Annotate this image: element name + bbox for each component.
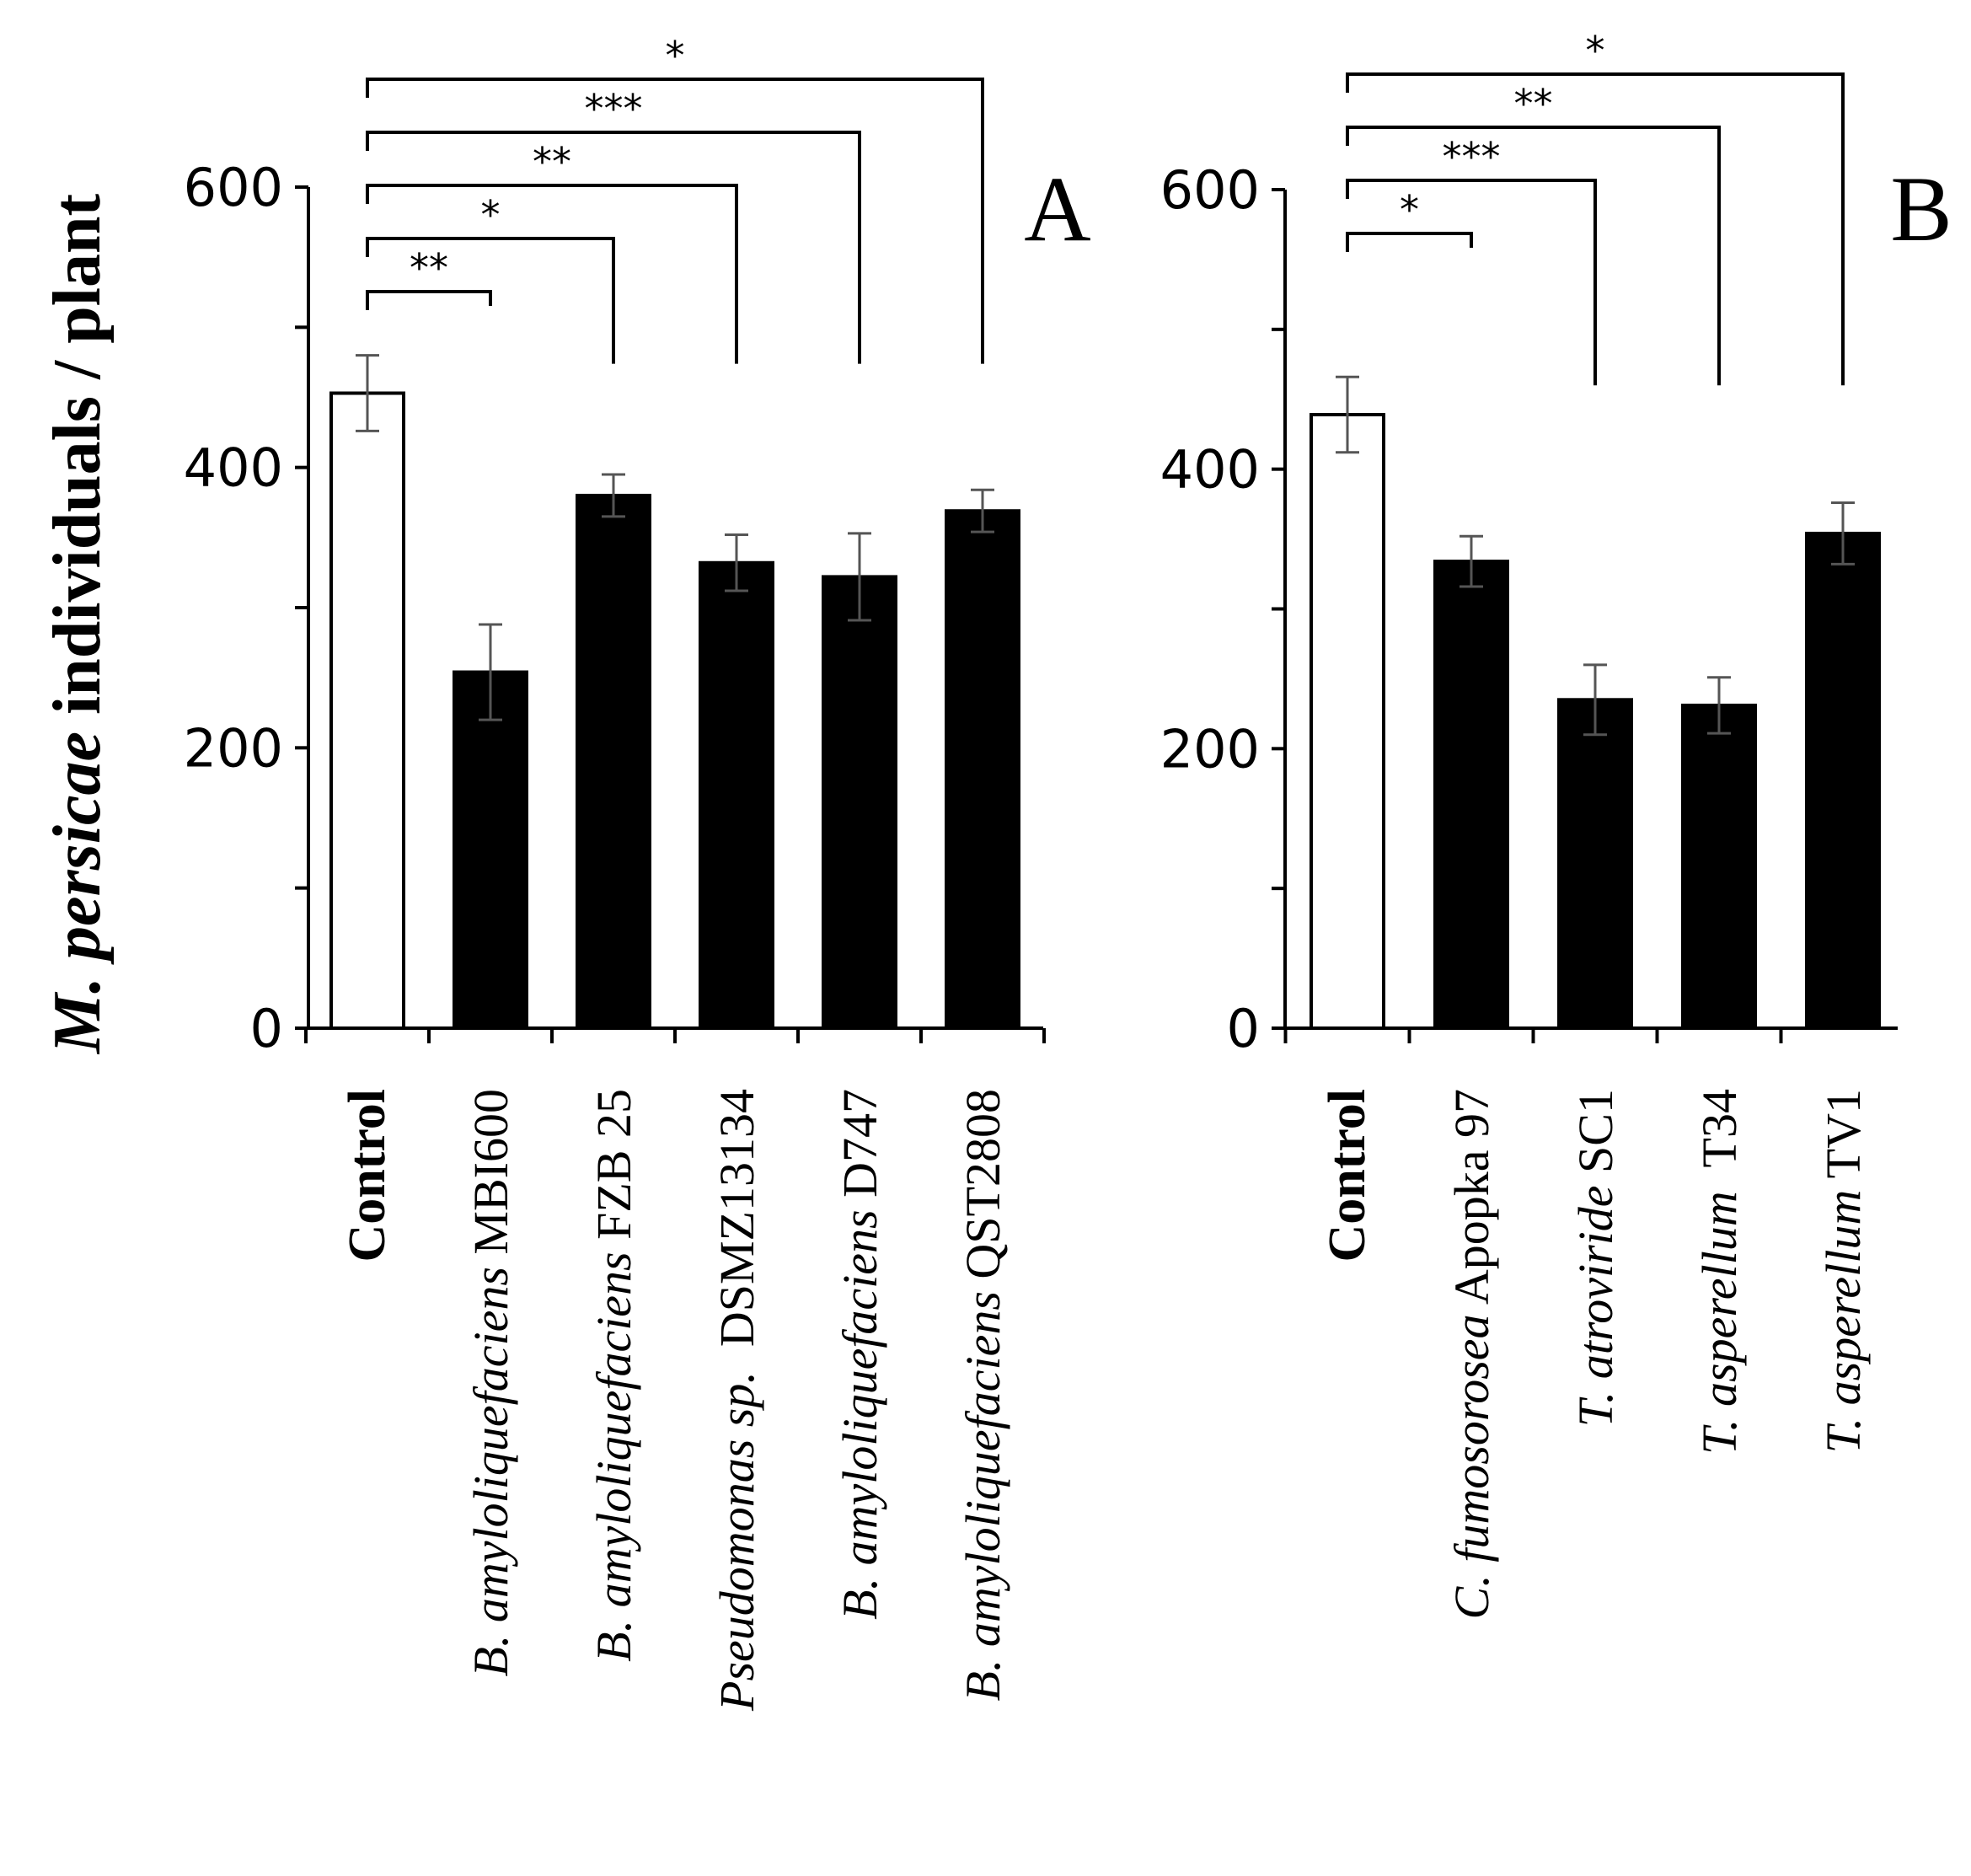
category-strain: QST2808: [956, 1089, 1010, 1291]
y-axis-label-species: M. persicae: [40, 732, 115, 1055]
bar: [1681, 703, 1757, 1030]
panel-a-chart: 0 200 400 600 Control B. amyloliquefaciens MB…: [184, 33, 1091, 1712]
bar: [945, 509, 1020, 1030]
significance-bracket: [366, 131, 861, 364]
x-category-label: B. amyloliquefaciens QST2808: [956, 1089, 1010, 1702]
category-species: B. amyloliquefaciens: [956, 1291, 1010, 1701]
category-species: B. amyloliquefaciens: [586, 1252, 641, 1661]
significance-label: *: [1400, 187, 1419, 233]
significance-label: ***: [1443, 134, 1501, 180]
x-category-label: Control: [1319, 1089, 1376, 1262]
significance-bracket: [366, 78, 984, 364]
significance-bracket: [1346, 232, 1473, 252]
x-category-label: Control: [339, 1089, 396, 1262]
bar: [1310, 412, 1385, 1031]
category-species: Pseudomonas sp.: [710, 1371, 764, 1712]
x-category-label: B. amyloliquefaciens D747: [833, 1089, 887, 1620]
category-strain: SC1: [1568, 1089, 1623, 1185]
panel-label: B: [1890, 158, 1952, 260]
category-strain: FZB 25: [586, 1089, 641, 1252]
y-tick-label: 0: [250, 998, 283, 1059]
x-category-label: Pseudomonas sp. DSMZ13134: [710, 1089, 764, 1712]
category-species: T. asperellum: [1816, 1190, 1871, 1454]
significance-bracket: [366, 237, 615, 364]
category-strain: D747: [833, 1089, 887, 1209]
category-strain: T34: [1692, 1089, 1747, 1191]
y-tick-label: 0: [1227, 998, 1260, 1059]
bar: [699, 560, 774, 1030]
significance-label: ***: [585, 86, 643, 131]
bar: [1557, 698, 1633, 1031]
category-name: Control: [339, 1089, 396, 1262]
bar: [453, 670, 528, 1030]
category-strain: TV1: [1816, 1089, 1871, 1190]
x-category-label: T. atroviride SC1: [1568, 1089, 1623, 1427]
bar: [822, 575, 897, 1030]
x-category-label: T. asperellum T34: [1692, 1089, 1747, 1455]
category-species: C. fumosorosea: [1444, 1314, 1499, 1619]
y-tick-label: 400: [1160, 439, 1260, 501]
significance-bracket: [366, 184, 738, 364]
bar: [576, 493, 651, 1030]
y-tick-label: 200: [1160, 718, 1260, 780]
bar: [1805, 531, 1881, 1030]
x-category-label: C. fumosorosea Apopka 97: [1444, 1089, 1499, 1619]
y-tick-label: 200: [184, 717, 283, 779]
category-species: T. asperellum: [1692, 1191, 1747, 1455]
x-category-label: T. asperellum TV1: [1816, 1089, 1871, 1453]
significance-label: **: [1514, 81, 1553, 126]
category-species: T. atroviride: [1568, 1185, 1623, 1427]
x-category-label: B. amyloliquefaciens FZB 25: [586, 1089, 641, 1662]
category-strain: Apopka 97: [1444, 1089, 1499, 1314]
category-name: Control: [1319, 1089, 1376, 1262]
panel-b-chart: 0 200 400 600 Control C. fumosorosea Apopka 9…: [1160, 28, 1952, 1619]
bar: [1433, 560, 1509, 1030]
significance-bracket: [366, 290, 492, 310]
y-tick-label: 600: [1160, 159, 1260, 221]
y-axis-label: M. persicae individuals / plant: [40, 194, 115, 1056]
significance-label: *: [666, 33, 685, 78]
bar: [329, 391, 405, 1030]
category-species: B. amyloliquefaciens: [463, 1267, 518, 1676]
y-axis-label-text: individuals / plant: [40, 194, 115, 732]
x-category-label: B. amyloliquefaciens MBI600: [463, 1089, 518, 1677]
significance-bracket: [1346, 126, 1721, 386]
category-strain: MBI600: [463, 1089, 518, 1267]
y-tick-label: 600: [184, 157, 283, 218]
significance-bracket: [1346, 179, 1597, 386]
significance-label: **: [533, 139, 571, 185]
significance-bracket: [1346, 72, 1845, 386]
category-species: B. amyloliquefaciens: [833, 1209, 887, 1619]
y-tick-label: 400: [184, 437, 283, 499]
category-strain: DSMZ13134: [710, 1089, 764, 1371]
significance-label: *: [481, 192, 501, 238]
panel-label: A: [1024, 158, 1090, 260]
significance-label: **: [410, 245, 448, 291]
significance-label: *: [1586, 28, 1605, 73]
